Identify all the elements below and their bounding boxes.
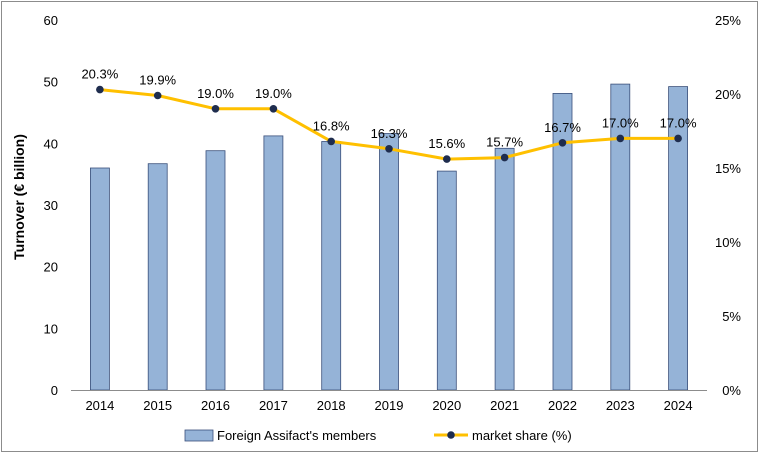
data-label: 17.0%	[602, 115, 639, 130]
y-tick-label-left: 0	[51, 383, 58, 398]
x-tick-label: 2019	[375, 398, 404, 413]
data-label: 20.3%	[81, 67, 118, 82]
line-marker	[327, 137, 336, 146]
bar	[668, 86, 688, 391]
data-label: 16.3%	[371, 126, 408, 141]
bar	[205, 150, 226, 391]
x-tick-label: 2021	[490, 398, 519, 413]
bar	[436, 170, 457, 391]
y-tick-label-left: 30	[44, 198, 58, 213]
legend-label-line: market share (%)	[472, 428, 572, 443]
bar	[147, 163, 168, 391]
x-tick-label: 2017	[259, 398, 288, 413]
line-marker	[385, 145, 393, 153]
bar	[321, 141, 342, 391]
line-marker	[616, 134, 625, 143]
legend-swatch-bars	[184, 429, 214, 442]
line-marker	[153, 91, 162, 100]
x-tick-label: 2014	[85, 398, 114, 413]
bar	[552, 93, 573, 391]
line-marker	[443, 155, 451, 163]
bar	[90, 167, 110, 391]
data-label: 19.0%	[255, 86, 292, 101]
legend: Foreign Assifact's members market share …	[184, 428, 572, 443]
y-tick-label-right: 10%	[715, 235, 741, 250]
bar	[263, 135, 284, 391]
line-marker	[558, 139, 567, 147]
legend-label-bars: Foreign Assifact's members	[217, 428, 377, 443]
data-label: 17.0%	[660, 115, 697, 130]
legend-swatch-marker	[447, 431, 455, 439]
y-tick-label-right: 5%	[722, 309, 741, 324]
y-tick-label-left: 60	[44, 13, 58, 28]
x-tick-label: 2023	[606, 398, 635, 413]
data-label: 15.7%	[486, 135, 523, 150]
data-label: 19.0%	[197, 86, 234, 101]
x-tick-label: 2016	[201, 398, 230, 413]
y-tick-label-left: 40	[44, 136, 58, 151]
y-tick-label-right: 25%	[715, 13, 741, 28]
data-label: 19.9%	[139, 73, 176, 88]
y-axis-title: Turnover (€ billion)	[11, 134, 27, 260]
y-tick-label-left: 20	[44, 260, 58, 275]
y-tick-label-right: 0%	[722, 383, 741, 398]
line-marker	[211, 105, 220, 113]
bar	[494, 147, 515, 391]
line-marker	[96, 85, 104, 94]
data-label: 15.6%	[428, 136, 465, 151]
x-tick-label: 2020	[432, 398, 461, 413]
x-tick-label: 2018	[317, 398, 346, 413]
y-tick-label-left: 50	[44, 75, 58, 90]
line-marker	[269, 105, 278, 113]
data-label: 16.8%	[313, 118, 350, 133]
data-label: 16.7%	[544, 120, 581, 135]
y-tick-label-right: 20%	[715, 87, 741, 102]
y-tick-label-right: 15%	[715, 161, 741, 176]
x-tick-label: 2022	[548, 398, 577, 413]
bar	[379, 133, 399, 391]
line-marker	[500, 153, 509, 162]
x-tick-label: 2024	[664, 398, 693, 413]
y-tick-label-left: 10	[44, 321, 58, 336]
line-marker	[674, 134, 682, 143]
x-tick-label: 2015	[143, 398, 172, 413]
